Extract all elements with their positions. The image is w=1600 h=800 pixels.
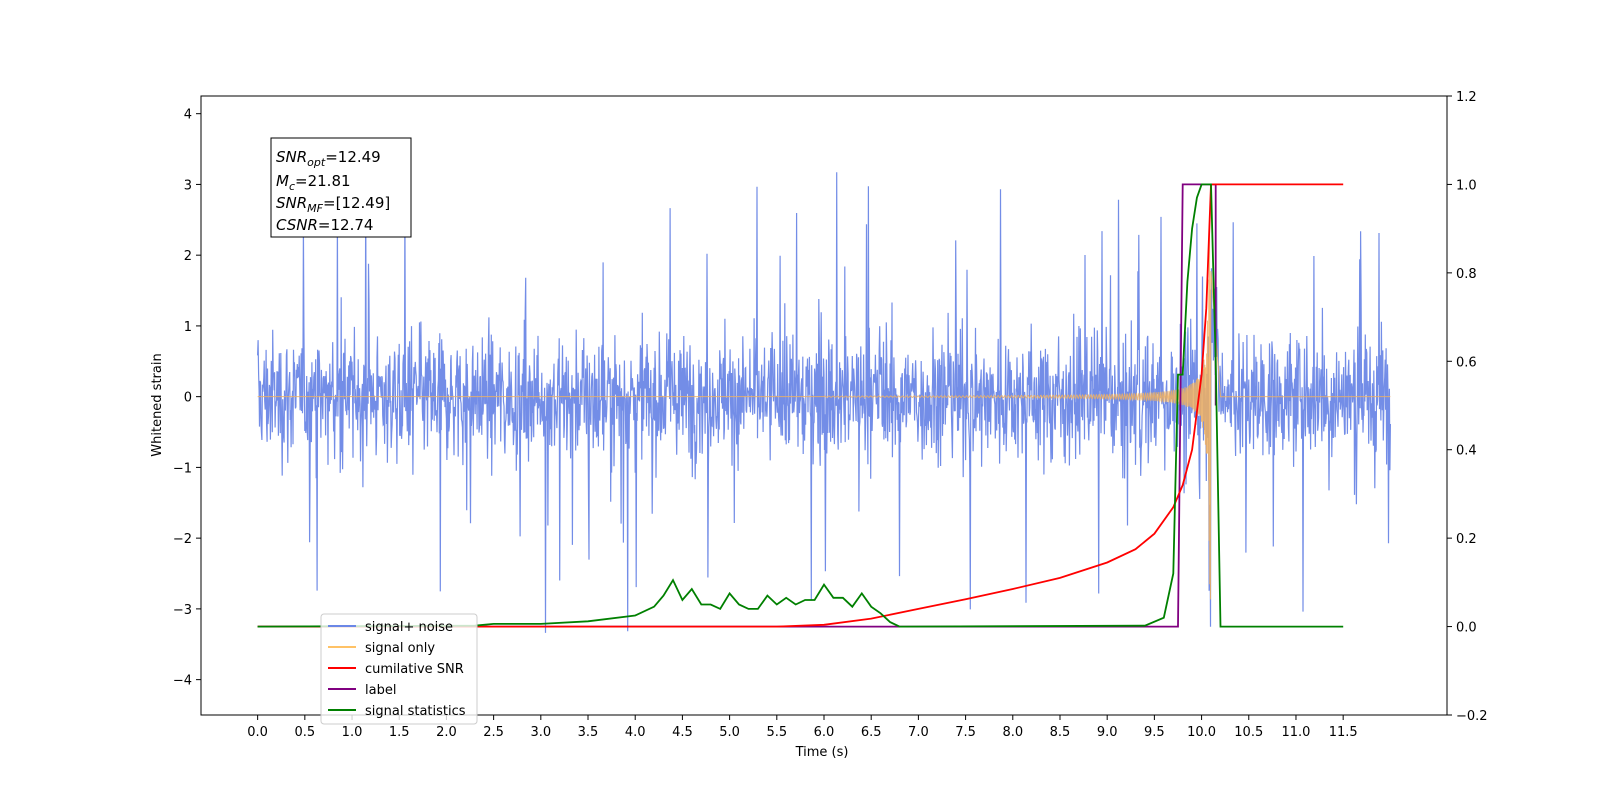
x-tick-label: 11.5 <box>1329 725 1358 740</box>
svg-text:signal only: signal only <box>365 641 435 656</box>
svg-text:signal+ noise: signal+ noise <box>365 620 453 635</box>
legend-item-signal-only: signal only <box>328 641 435 656</box>
series-signal-only-line <box>257 226 1391 600</box>
x-tick-label: 3.5 <box>578 725 599 740</box>
x-tick-label: 9.0 <box>1097 725 1118 740</box>
annotation-csnr: CSNR=12.74 <box>276 216 373 234</box>
x-tick-label: 6.0 <box>814 725 835 740</box>
y-axis-left: 4 3 2 1 0 −1 −2 −3 −4 <box>173 108 201 689</box>
legend-item-signal-noise: signal+ noise <box>328 620 453 635</box>
x-tick-label: 0.5 <box>294 725 315 740</box>
x-tick-label: 3.0 <box>530 725 551 740</box>
annotation-snr-opt: SNRopt=12.49 <box>276 148 381 169</box>
y-axis-label: Whitened strain <box>150 353 165 456</box>
y-tick-label: 0 <box>184 391 192 406</box>
y-right-tick-label: 0.8 <box>1456 267 1477 282</box>
y-axis-right: 1.2 1.0 0.8 0.6 0.4 0.2 0.0 −0.2 <box>1447 90 1488 724</box>
legend-frame <box>320 613 478 725</box>
y-tick-label: −3 <box>173 603 192 618</box>
series-cumilative-snr-line <box>257 183 1344 628</box>
series-label-line <box>257 183 1217 628</box>
x-tick-label: 6.5 <box>861 725 882 740</box>
x-tick-label: 4.0 <box>625 725 646 740</box>
y-right-tick-label: −0.2 <box>1456 709 1488 724</box>
y-right-tick-label: 1.0 <box>1456 178 1477 193</box>
y-right-tick-label: 0.0 <box>1456 621 1477 636</box>
y-tick-label: −4 <box>173 674 192 689</box>
legend-item-cumulative-snr: cumilative SNR <box>328 662 464 677</box>
legend: signal+ noise signal only cumilative SNR… <box>320 613 478 725</box>
x-tick-label: 5.5 <box>766 725 787 740</box>
x-tick-label: 2.5 <box>483 725 504 740</box>
x-tick-label: 1.5 <box>389 725 410 740</box>
svg-text:cumilative SNR: cumilative SNR <box>365 662 464 677</box>
y-right-tick-label: 1.2 <box>1456 90 1477 105</box>
x-tick-label: 0.0 <box>247 725 268 740</box>
x-tick-label: 5.0 <box>719 725 740 740</box>
annotation-frame <box>270 137 412 238</box>
y-right-tick-label: 0.4 <box>1456 444 1477 459</box>
legend-item-signal-statistics: signal statistics <box>328 704 466 719</box>
x-tick-label: 7.5 <box>955 725 976 740</box>
x-tick-label: 8.0 <box>1002 725 1023 740</box>
y-right-tick-label: 0.6 <box>1456 355 1477 370</box>
svg-text:label: label <box>365 683 396 698</box>
svg-text:signal statistics: signal statistics <box>365 704 466 719</box>
annotation-box: SNRopt=12.49 Mc=21.81 SNRMF=[12.49] CSNR… <box>270 137 412 238</box>
x-axis-label: Time (s) <box>795 745 849 760</box>
annotation-snr-mf: SNRMF=[12.49] <box>276 194 390 215</box>
x-tick-label: 10.5 <box>1234 725 1263 740</box>
legend-item-label: label <box>328 683 396 698</box>
y-tick-label: 1 <box>184 320 192 335</box>
series-layer <box>257 172 1391 633</box>
x-tick-label: 4.5 <box>672 725 693 740</box>
y-right-tick-label: 0.2 <box>1456 532 1477 547</box>
x-axis: 0.0 0.5 1.0 1.5 2.0 2.5 3.0 3.5 4.0 4.5 5.0 5.5 6.0 6… <box>247 715 1358 740</box>
x-tick-label: 8.5 <box>1050 725 1071 740</box>
series-signal-noise-line <box>257 172 1391 633</box>
x-tick-label: 10.0 <box>1187 725 1216 740</box>
y-tick-label: 4 <box>184 108 192 123</box>
y-tick-label: 2 <box>184 249 192 264</box>
y-tick-label: 3 <box>184 178 192 193</box>
x-tick-label: 7.0 <box>908 725 929 740</box>
x-tick-label: 1.0 <box>342 725 363 740</box>
y-tick-label: −1 <box>173 461 192 476</box>
y-tick-label: −2 <box>173 532 192 547</box>
series-signal-statistics-line <box>257 183 1344 628</box>
x-tick-label: 2.0 <box>436 725 457 740</box>
x-tick-label: 9.5 <box>1144 725 1165 740</box>
x-tick-label: 11.0 <box>1281 725 1310 740</box>
annotation-mc: Mc=21.81 <box>276 172 351 193</box>
